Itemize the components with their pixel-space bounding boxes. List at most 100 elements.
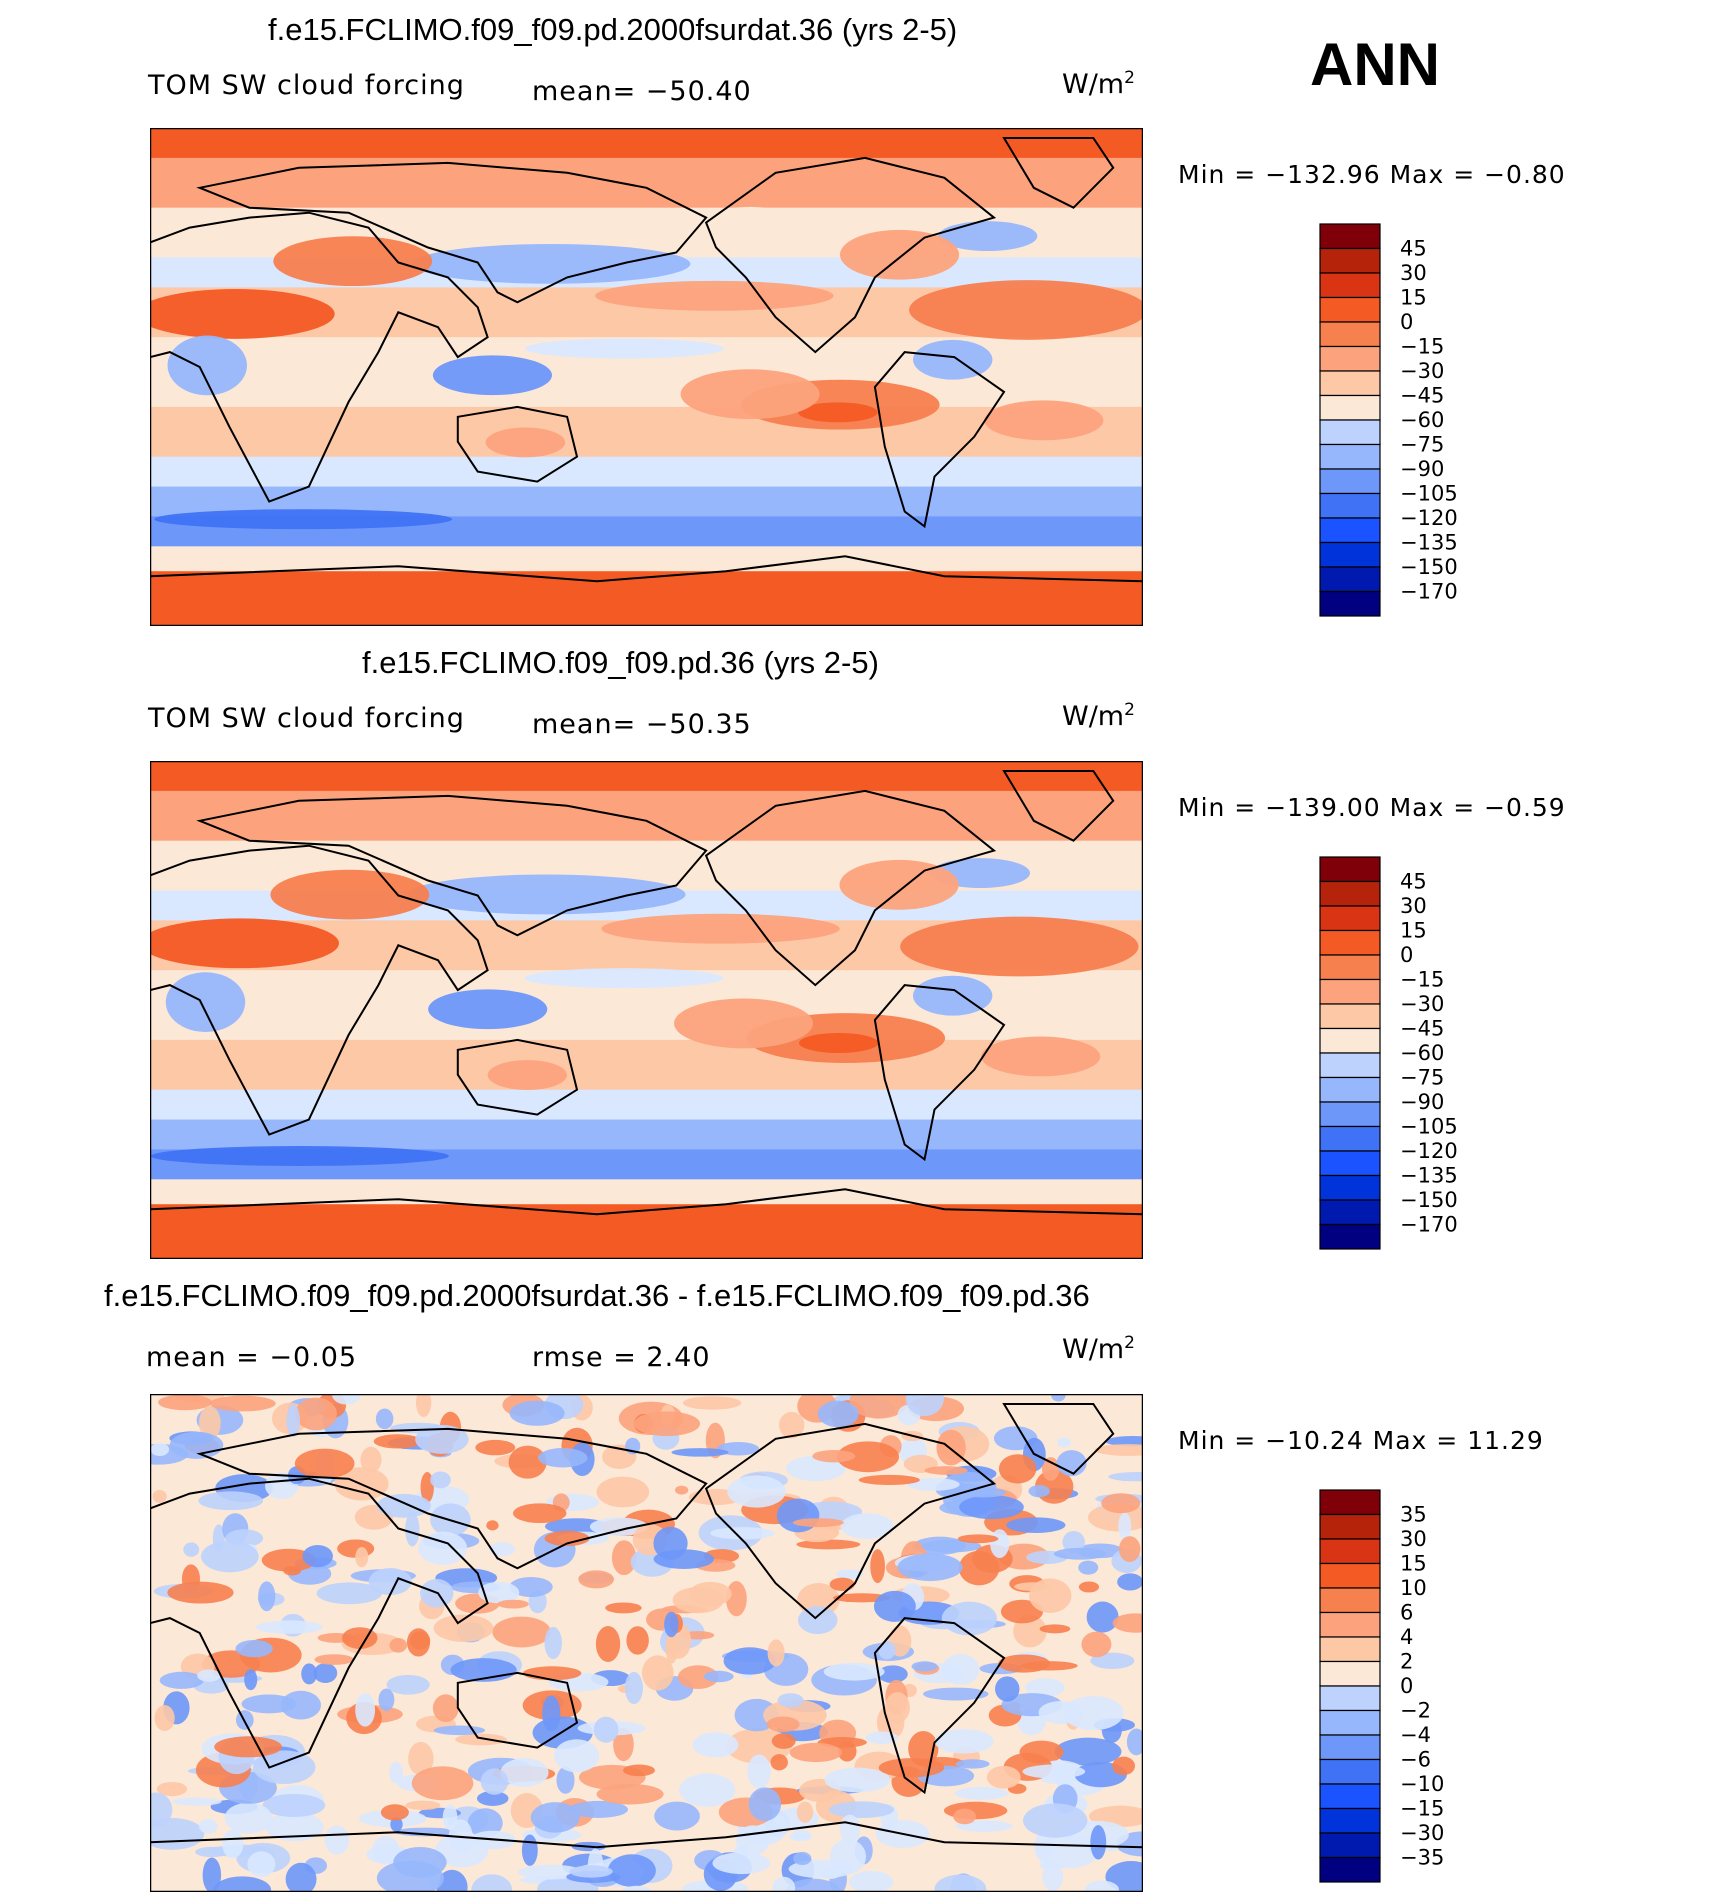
map-2-anomaly-126 [405,1800,441,1810]
panel-3-left-label: mean = −0.05 [146,1342,358,1373]
map-2-anomaly-57 [372,1835,400,1865]
map-2-anomaly-294 [1020,1661,1078,1671]
map-2-anomaly-130 [373,1434,422,1449]
colorbar-2-label-3: 10 [1400,1576,1427,1600]
map-2-anomaly-353 [411,1766,474,1801]
map-2-anomaly-259 [870,1549,885,1584]
map-1-region-16 [839,859,959,910]
map-2-anomaly-512 [578,1570,615,1589]
map-2-anomaly-505 [480,1768,509,1795]
map-2-anomaly-271 [1105,1436,1143,1447]
colorbar-1-box-6 [1319,1003,1381,1030]
map-1-region-7 [428,989,548,1030]
colorbar-0-label-8: −75 [1400,433,1444,457]
map-2-anomaly-283 [544,1530,590,1547]
map-1-region-5 [601,913,840,944]
colorbar-panel-2: 4530150−15−30−45−60−75−90−105−120−135−15… [1319,856,1458,1250]
map-2-anomaly-456 [688,1581,732,1606]
map-2-anomaly-143 [611,1540,637,1576]
map-2-anomaly-490 [986,1765,1021,1789]
map-2-anomaly-463 [924,1466,968,1475]
map-0-region-8 [913,339,993,380]
colorbar-1-label-14: −170 [1400,1213,1458,1237]
map-2-anomaly-156 [797,1606,838,1635]
map-0-region-9 [167,335,247,396]
map-2-anomaly-472 [1112,1613,1143,1633]
colorbar-1-label-2: 15 [1400,919,1427,943]
map-2-anomaly-311 [380,1804,409,1821]
colorbar-1-label-13: −150 [1400,1188,1458,1212]
map-2-anomaly-492 [1022,1764,1086,1779]
map-2-anomaly-398 [235,1640,273,1658]
colorbar-2-box-4 [1319,1587,1381,1614]
colorbar-0-label-1: 30 [1400,261,1427,285]
map-panel-3 [150,1394,1143,1892]
map-2-anomaly-511 [748,1787,782,1822]
panel-3-units: W/m2 [1062,1333,1135,1365]
map-2-anomaly-243 [261,1548,316,1572]
map-2-anomaly-213 [375,1408,394,1430]
colorbar-0-label-13: −150 [1400,555,1458,579]
colorbar-2-box-0 [1319,1489,1381,1516]
map-2-anomaly-474 [393,1846,447,1878]
map-2-anomaly-387 [544,1626,562,1660]
map-2-anomaly-417 [624,1671,643,1705]
map-2-anomaly-457 [777,1693,804,1708]
colorbar-0-label-3: 0 [1400,310,1413,334]
colorbar-0-box-13 [1319,541,1381,568]
map-2-anomaly-396 [623,1764,655,1777]
map-2-anomaly-502 [839,1814,861,1844]
map-2-anomaly-267 [198,1405,221,1441]
map-2-anomaly-65 [492,1616,551,1648]
map-2-anomaly-302 [934,1729,994,1754]
map-2-anomaly-118 [313,1663,338,1683]
map-2-anomaly-284 [626,1626,649,1655]
colorbar-1-box-5 [1319,978,1381,1005]
map-2-anomaly-138 [324,1825,350,1855]
map-0-region-7 [432,355,553,396]
map-2-anomaly-510 [1084,1880,1119,1892]
colorbar-2-box-1 [1319,1513,1381,1540]
colorbar-2-box-14 [1319,1832,1381,1859]
map-1-coastline-6 [150,1188,1143,1259]
map-2-anomaly-173 [1118,1512,1132,1540]
colorbar-1-box-11 [1319,1125,1381,1152]
colorbar-0-box-12 [1319,517,1381,544]
map-2-anomaly-1 [796,1539,861,1550]
map-2-anomaly-236 [154,1705,175,1732]
colorbar-2-label-6: 2 [1400,1650,1413,1674]
map-2-anomaly-447 [286,1404,301,1437]
map-2-anomaly-451 [796,1801,814,1823]
map-2-anomaly-491 [201,1540,259,1573]
map-2-anomaly-493 [885,1692,910,1724]
map-2-anomaly-485 [442,1804,458,1831]
map-2-anomaly-160 [1078,1581,1100,1593]
colorbar-2-box-3 [1319,1562,1381,1589]
colorbar-0-box-9 [1319,443,1381,470]
map-2-anomaly-196 [1039,1859,1062,1871]
map-2-anomaly-238 [542,1695,561,1732]
map-2-anomaly-247 [342,1627,378,1649]
map-2-anomaly-38 [408,1741,434,1776]
map-2-coastline-3 [704,1422,997,1620]
map-0-region-15 [700,206,800,247]
map-0-coastline-5 [1002,137,1115,209]
map-2-anomaly-442 [1057,1437,1071,1448]
map-2-anomaly-304 [596,1476,650,1508]
map-2-anomaly-90 [436,1869,468,1892]
map-2-anomaly-347 [934,1874,987,1892]
map-2-anomaly-270 [159,1671,204,1689]
map-2-anomaly-361 [671,1448,729,1457]
map-2-coastline-4 [873,1617,1006,1795]
map-0-band-1 [150,157,1143,209]
colorbar-1-label-9: −90 [1400,1090,1444,1114]
map-2-anomaly-494 [294,1448,355,1479]
map-2-anomaly-452 [430,1471,451,1489]
colorbar-0-box-2 [1319,272,1381,299]
map-2-anomaly-298 [280,1690,322,1720]
colorbar-2-label-11: −10 [1400,1772,1444,1796]
colorbar-1-label-3: 0 [1400,943,1413,967]
map-0-coastline-3 [704,156,997,354]
panel-1-title: f.e15.FCLIMO.f09_f09.pd.2000fsurdat.36 (… [268,12,958,47]
map-2-anomaly-246 [1051,1394,1066,1402]
